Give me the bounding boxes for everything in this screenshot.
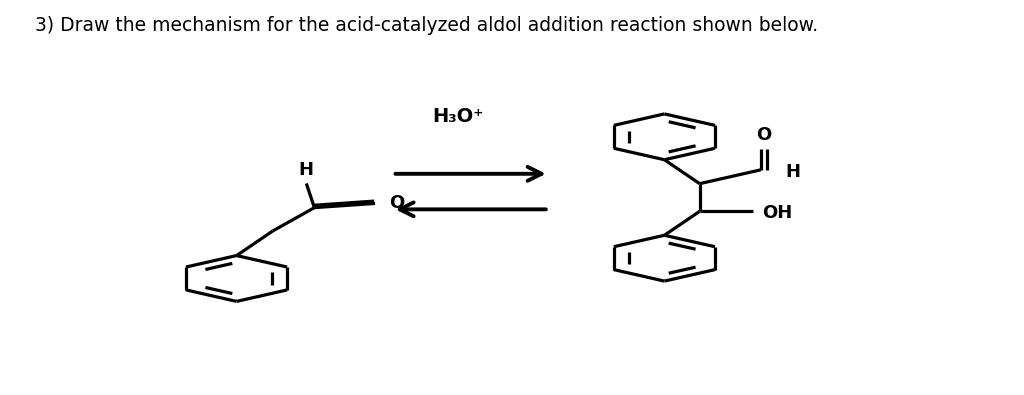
Text: H₃O⁺: H₃O⁺ (432, 107, 483, 126)
Text: OH: OH (763, 204, 793, 222)
Text: 3) Draw the mechanism for the acid-catalyzed aldol addition reaction shown below: 3) Draw the mechanism for the acid-catal… (35, 16, 818, 35)
Text: H: H (299, 161, 313, 179)
Text: O: O (757, 126, 771, 145)
Text: O: O (389, 194, 404, 213)
Text: H: H (785, 163, 801, 181)
